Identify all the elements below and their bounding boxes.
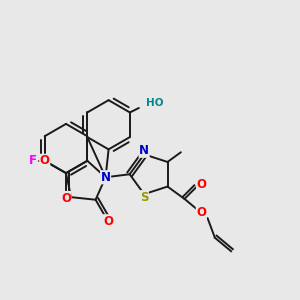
Text: HO: HO	[146, 98, 164, 109]
Text: S: S	[140, 191, 148, 204]
Text: O: O	[103, 215, 113, 228]
Text: O: O	[196, 178, 207, 191]
Text: O: O	[40, 154, 50, 167]
Text: N: N	[100, 171, 111, 184]
Text: O: O	[61, 191, 71, 205]
Text: O: O	[196, 206, 206, 219]
Text: N: N	[139, 144, 149, 157]
Text: F: F	[29, 154, 37, 167]
